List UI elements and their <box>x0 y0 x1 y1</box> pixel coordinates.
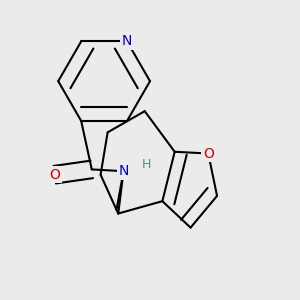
Text: N: N <box>118 164 129 178</box>
Text: O: O <box>49 168 60 182</box>
Text: N: N <box>122 34 132 48</box>
Text: O: O <box>203 146 214 161</box>
Text: N: N <box>118 164 129 178</box>
Text: H: H <box>142 158 151 171</box>
Text: N: N <box>122 34 132 48</box>
Text: O: O <box>49 168 60 182</box>
Text: H: H <box>140 156 149 169</box>
